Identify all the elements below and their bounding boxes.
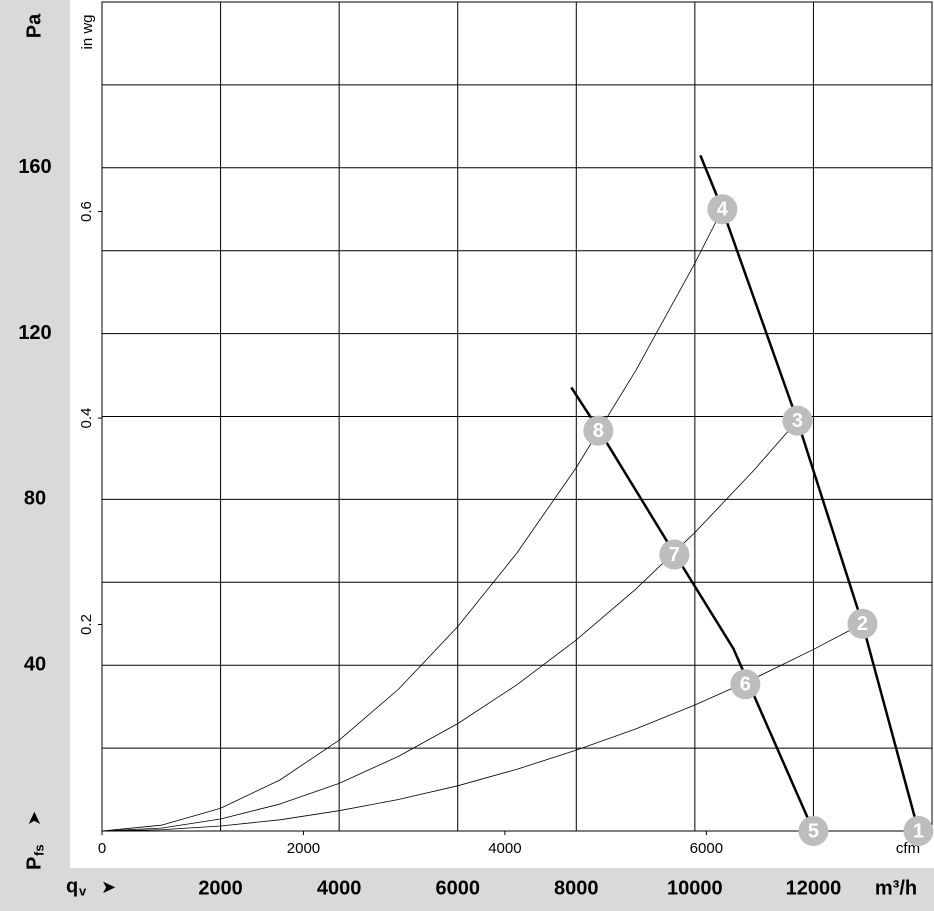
- x2-tick-label: 2000: [287, 840, 320, 857]
- x-symbol: q v ➤: [66, 875, 116, 898]
- x-tick-label: 4000: [317, 877, 362, 899]
- y-axis-label: Pa: [23, 13, 45, 38]
- left-band: [0, 0, 70, 868]
- operating-point-label: 8: [593, 420, 604, 442]
- operating-point: [583, 415, 614, 446]
- x2-tick-label: 4000: [488, 840, 521, 857]
- x2-tick-label: 6000: [690, 840, 723, 857]
- y-tick-label: 120: [18, 322, 51, 344]
- y2-axis-label: in wg: [79, 14, 96, 49]
- x-axis-label: m³/h: [875, 877, 917, 899]
- x-tick-label: 10000: [667, 877, 723, 899]
- y2-tick-label: 0.6: [78, 201, 95, 222]
- y-tick-label: 160: [18, 156, 51, 178]
- x-tick-label: 2000: [198, 877, 243, 899]
- operating-point: [659, 539, 690, 570]
- x-tick-label: 12000: [786, 877, 842, 899]
- operating-point-label: 2: [857, 613, 868, 635]
- curve: [101, 209, 723, 832]
- operating-point: [707, 194, 738, 225]
- operating-point-label: 3: [792, 410, 803, 432]
- y-symbol-sub: fs: [31, 844, 46, 856]
- y-tick-label: 80: [24, 488, 46, 510]
- y2-tick-label: 0.2: [78, 614, 95, 635]
- operating-point-label: 4: [717, 199, 729, 221]
- arrow: ➤: [24, 811, 44, 826]
- x-tick-label: 6000: [435, 877, 480, 899]
- operating-point-label: 7: [669, 544, 680, 566]
- x2-tick-label: 0: [98, 840, 106, 857]
- arrow: ➤: [101, 877, 116, 897]
- operating-point: [730, 669, 761, 700]
- operating-point-label: 5: [808, 820, 819, 842]
- operating-point-label: 6: [740, 674, 751, 696]
- operating-point: [847, 608, 878, 639]
- y-symbol: P fs ➤: [23, 811, 46, 870]
- operating-point: [798, 816, 829, 846]
- operating-point-label: 1: [913, 820, 924, 842]
- bottom-band: [0, 868, 934, 911]
- operating-point: [903, 816, 934, 846]
- y-tick-label: 40: [24, 653, 46, 675]
- y2-tick-label: 0.4: [78, 408, 95, 429]
- x-tick-label: 8000: [554, 877, 599, 899]
- operating-point: [782, 405, 813, 436]
- x-symbol-sub: v: [79, 883, 87, 898]
- curve: [101, 420, 798, 832]
- y-symbol-main: P: [23, 857, 45, 870]
- x-symbol-main: q: [66, 875, 78, 897]
